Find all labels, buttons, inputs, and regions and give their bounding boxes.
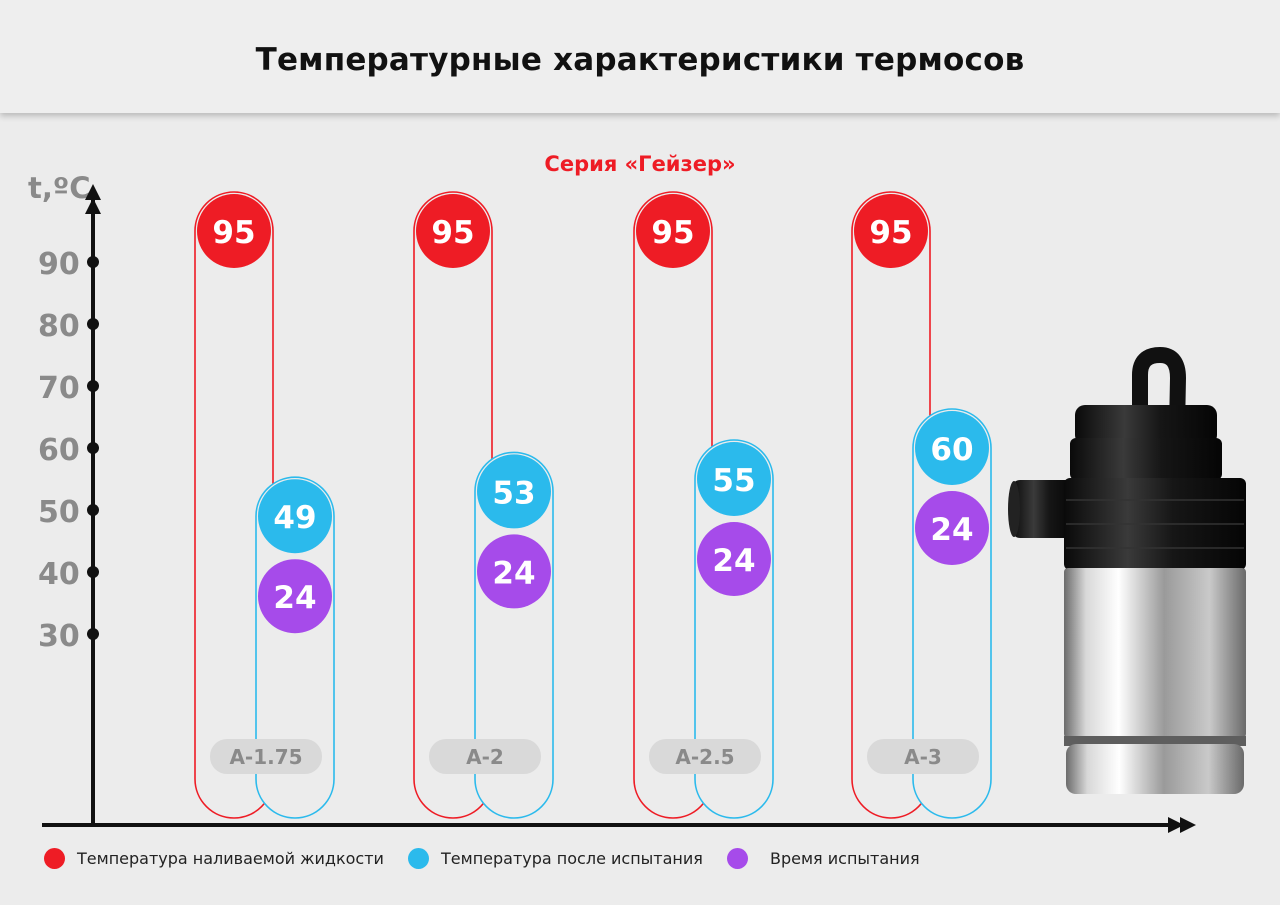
time-point xyxy=(915,491,989,565)
y-tick xyxy=(87,380,99,392)
after-point xyxy=(258,479,332,554)
page-title: Температурные характеристики термосов xyxy=(255,41,1025,78)
legend-item-poured: Температура наливаемой жидкости xyxy=(44,848,384,869)
x-tick-label: А-3 xyxy=(904,745,942,769)
poured-point xyxy=(197,194,271,268)
x-tick-label: А-2.5 xyxy=(675,745,734,769)
y-axis-arrow xyxy=(85,184,101,200)
time-point xyxy=(477,534,551,609)
poured-value-label: 95 xyxy=(431,215,474,251)
poured-point xyxy=(416,194,490,268)
x-axis-arrow xyxy=(1180,817,1196,833)
y-tick xyxy=(87,504,99,516)
time-value-label: 24 xyxy=(492,555,535,591)
time-point xyxy=(697,522,771,596)
axes: 30 40 50 60 70 80 90 xyxy=(38,184,1196,833)
thermos-image xyxy=(1008,346,1246,794)
after-value-label: 55 xyxy=(712,463,755,499)
y-tick-label: 40 xyxy=(38,557,80,592)
time-point xyxy=(258,559,332,634)
category-pill xyxy=(867,739,979,774)
y-tick-label: 90 xyxy=(38,247,80,282)
y-tick-label: 80 xyxy=(38,309,80,344)
y-tick xyxy=(87,442,99,454)
y-tick-label: 70 xyxy=(38,371,80,406)
time-value-label: 24 xyxy=(273,580,316,616)
poured-value-label: 95 xyxy=(651,215,694,251)
title-bar: Температурные характеристики термосов xyxy=(0,0,1280,113)
after-point xyxy=(697,442,771,516)
y-axis-arrow xyxy=(85,198,101,214)
time-value-label: 24 xyxy=(930,512,973,548)
marks: 95 49 24 А-1.75 95 53 24 А-2 95 55 24 А-2.5 95 60 24 А-… xyxy=(194,191,992,819)
after-bar xyxy=(255,476,335,819)
legend-dot-time xyxy=(727,848,748,869)
legend: Температура наливаемой жидкости Температ… xyxy=(0,848,1280,880)
x-tick-label: А-1.75 xyxy=(229,745,302,769)
poured-point xyxy=(854,194,928,268)
legend-dot-after xyxy=(408,848,429,869)
category-pill xyxy=(210,739,322,774)
legend-label-time: Время испытания xyxy=(770,849,920,868)
legend-dot-poured xyxy=(44,848,65,869)
legend-label-after: Температура после испытания xyxy=(441,849,703,868)
y-axis-label: t,ºC xyxy=(28,171,91,205)
x-tick-label: А-2 xyxy=(466,745,504,769)
category-pill xyxy=(649,739,761,774)
category-pill xyxy=(429,739,541,774)
x-axis-arrow xyxy=(1168,817,1184,833)
y-tick xyxy=(87,566,99,578)
after-value-label: 49 xyxy=(273,500,316,536)
y-tick xyxy=(87,628,99,640)
legend-label-poured: Температура наливаемой жидкости xyxy=(77,849,384,868)
y-tick-label: 60 xyxy=(38,433,80,468)
y-tick xyxy=(87,318,99,330)
legend-item-after: Температура после испытания xyxy=(408,848,703,869)
after-value-label: 53 xyxy=(492,475,535,511)
after-point xyxy=(477,454,551,529)
after-value-label: 60 xyxy=(930,432,973,468)
poured-value-label: 95 xyxy=(212,215,255,251)
time-value-label: 24 xyxy=(712,543,755,579)
after-point xyxy=(915,411,989,485)
y-tick xyxy=(87,256,99,268)
legend-item-time: Время испытания xyxy=(727,848,920,869)
chart-title: Серия «Гейзер» xyxy=(544,152,735,176)
y-tick-label: 50 xyxy=(38,495,80,530)
poured-point xyxy=(636,194,710,268)
poured-value-label: 95 xyxy=(869,215,912,251)
y-tick-label: 30 xyxy=(38,619,80,654)
